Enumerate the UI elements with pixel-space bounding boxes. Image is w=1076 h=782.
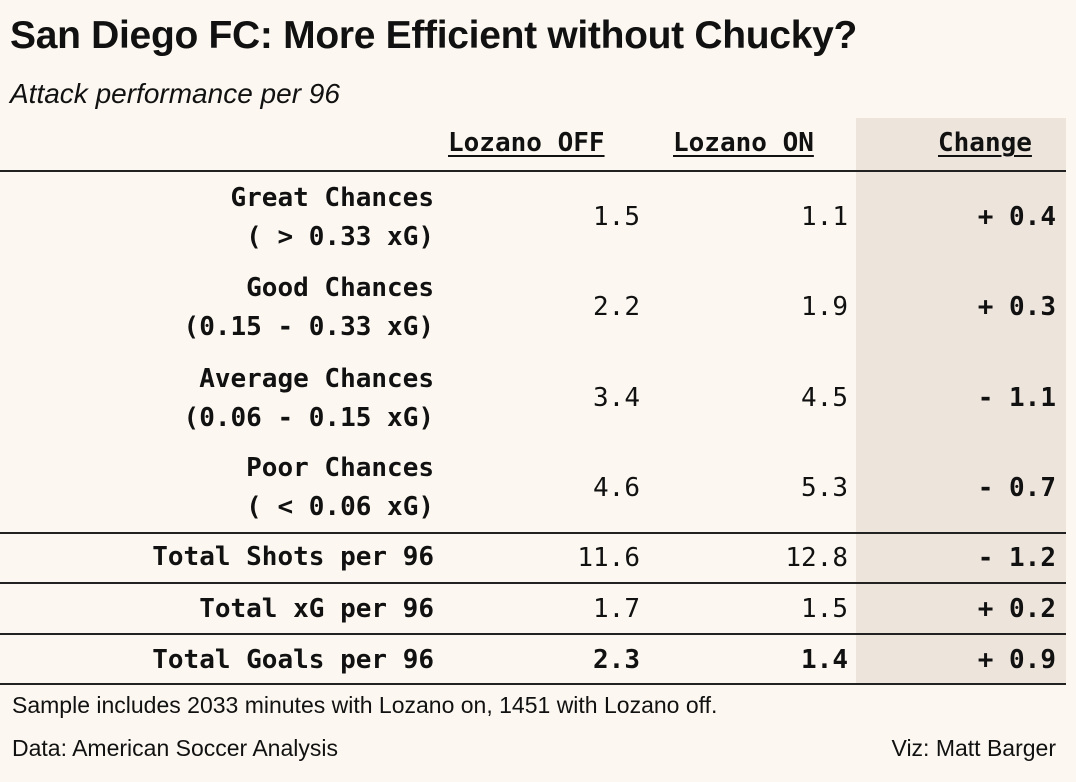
cell-lozano-on: 1.9 xyxy=(801,292,848,322)
table-bottom-rule xyxy=(0,683,1066,685)
cell-lozano-off: 4.6 xyxy=(593,473,640,503)
row-label-range: (0.15 - 0.33 xG) xyxy=(183,312,434,342)
viz-credit: Viz: Matt Barger xyxy=(891,735,1056,761)
cell-lozano-on: 1.5 xyxy=(801,594,848,624)
header-divider xyxy=(0,170,1066,172)
cell-change: + 0.4 xyxy=(977,202,1056,232)
cell-lozano-off: 1.7 xyxy=(593,594,640,624)
cell-change: - 1.2 xyxy=(977,543,1056,573)
row-label-main: Average Chances xyxy=(199,364,434,394)
row-label-main: Good Chances xyxy=(246,273,434,303)
cell-change: - 0.7 xyxy=(977,473,1056,503)
sample-note: Sample includes 2033 minutes with Lozano… xyxy=(12,692,718,718)
cell-lozano-off: 3.4 xyxy=(593,383,640,413)
row-label-main: Great Chances xyxy=(230,183,435,213)
row-label-range: (0.06 - 0.15 xG) xyxy=(183,403,434,433)
row-label-main: Poor Chances xyxy=(246,453,434,483)
row-label: Good Chances (0.15 - 0.33 xG) xyxy=(20,269,434,347)
cell-change: - 1.1 xyxy=(977,383,1056,413)
row-label-range: ( < 0.06 xG) xyxy=(246,492,434,522)
cell-lozano-on: 5.3 xyxy=(801,473,848,503)
cell-lozano-off: 1.5 xyxy=(593,202,640,232)
chart-subtitle: Attack performance per 96 xyxy=(10,78,340,109)
row-label: Total Shots per 96 xyxy=(152,542,434,572)
row-divider xyxy=(0,582,1066,584)
data-source: Data: American Soccer Analysis xyxy=(12,735,338,761)
cell-lozano-on: 1.1 xyxy=(801,202,848,232)
cell-lozano-on: 4.5 xyxy=(801,383,848,413)
cell-lozano-off: 2.2 xyxy=(593,292,640,322)
cell-change: + 0.9 xyxy=(977,645,1056,675)
column-header-lozano-off: Lozano OFF xyxy=(448,128,605,158)
cell-lozano-on: 1.4 xyxy=(801,645,848,675)
column-header-change: Change xyxy=(938,128,1032,158)
row-label-range: ( > 0.33 xG) xyxy=(246,222,434,252)
cell-lozano-off: 2.3 xyxy=(593,645,640,675)
row-label: Total Goals per 96 xyxy=(152,645,434,675)
row-label: Total xG per 96 xyxy=(199,594,434,624)
row-label: Average Chances (0.06 - 0.15 xG) xyxy=(20,360,434,438)
cell-lozano-off: 11.6 xyxy=(577,543,640,573)
cell-lozano-on: 12.8 xyxy=(785,543,848,573)
row-label: Poor Chances ( < 0.06 xG) xyxy=(20,449,434,527)
row-label: Great Chances ( > 0.33 xG) xyxy=(20,179,435,257)
chart-title: San Diego FC: More Efficient without Chu… xyxy=(10,14,857,57)
cell-change: + 0.3 xyxy=(977,292,1056,322)
cell-change: + 0.2 xyxy=(977,594,1056,624)
change-column-highlight xyxy=(856,118,1066,683)
column-header-lozano-on: Lozano ON xyxy=(673,128,814,158)
totals-divider xyxy=(0,532,1066,534)
row-divider xyxy=(0,633,1066,635)
